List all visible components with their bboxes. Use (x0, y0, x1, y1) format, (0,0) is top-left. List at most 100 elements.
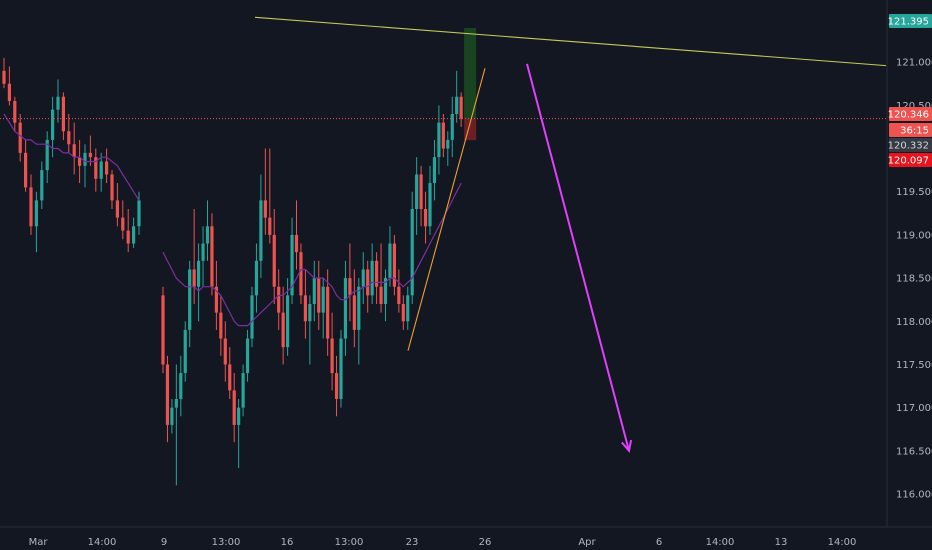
candle-body[interactable] (450, 114, 454, 140)
candle-body[interactable] (277, 286, 281, 313)
candle-body[interactable] (40, 170, 44, 201)
projection-arrow-shaft[interactable] (526, 63, 630, 452)
candle-body[interactable] (137, 200, 141, 227)
candle-body[interactable] (281, 312, 285, 348)
candle-body[interactable] (401, 304, 405, 322)
candle-body[interactable] (161, 295, 165, 365)
candle-body[interactable] (397, 286, 401, 304)
candle-body[interactable] (2, 70, 6, 84)
candle-body[interactable] (294, 234, 299, 253)
candle-body[interactable] (375, 260, 379, 287)
candle-body[interactable] (61, 96, 65, 132)
candle-body[interactable] (188, 269, 192, 330)
candle-body[interactable] (170, 407, 174, 425)
candle-body[interactable] (105, 161, 109, 175)
candle-body[interactable] (437, 122, 441, 158)
candle-body[interactable] (99, 161, 103, 179)
candle-body[interactable] (34, 200, 38, 227)
candle-body[interactable] (343, 278, 348, 339)
candle-body[interactable] (326, 286, 330, 339)
candle-body[interactable] (286, 295, 290, 348)
candle-body[interactable] (56, 96, 60, 110)
candle-body[interactable] (321, 286, 325, 313)
candle-body[interactable] (348, 278, 352, 296)
candle-body[interactable] (214, 286, 218, 313)
candle-body[interactable] (254, 260, 259, 296)
candle-body[interactable] (366, 269, 370, 296)
candle-body[interactable] (83, 152, 87, 166)
candle-body[interactable] (78, 157, 82, 166)
candle-body[interactable] (317, 278, 321, 313)
resistance-trendline[interactable] (254, 16, 887, 67)
candle-body[interactable] (423, 209, 428, 227)
candle-body[interactable] (303, 295, 307, 322)
candle-body[interactable] (183, 329, 187, 374)
candle-body[interactable] (272, 234, 276, 287)
candle-body[interactable] (406, 295, 410, 322)
candle-body[interactable] (72, 144, 76, 158)
candle-body[interactable] (339, 338, 343, 399)
candle-body[interactable] (241, 373, 245, 408)
candle-body[interactable] (250, 295, 254, 339)
candle-body[interactable] (197, 260, 201, 287)
candle-body[interactable] (259, 200, 263, 261)
candle-body[interactable] (263, 200, 267, 218)
candle-body[interactable] (237, 407, 241, 425)
candle-body[interactable] (308, 304, 312, 322)
candle-body[interactable] (29, 187, 33, 227)
candle-body[interactable] (455, 96, 459, 114)
candle-body[interactable] (165, 364, 170, 425)
candle-body[interactable] (268, 217, 272, 235)
position-target-zone[interactable] (464, 28, 477, 119)
candle-body[interactable] (94, 157, 98, 179)
candle-body[interactable] (352, 295, 356, 330)
candle-body[interactable] (18, 122, 22, 153)
candle-body[interactable] (446, 139, 450, 149)
candle-body[interactable] (245, 338, 250, 374)
candle-body[interactable] (334, 373, 339, 399)
candle-body[interactable] (110, 174, 114, 201)
candle-body[interactable] (67, 131, 71, 145)
candle-body[interactable] (205, 226, 210, 244)
candle-body[interactable] (179, 373, 183, 399)
candle-body[interactable] (388, 243, 392, 279)
candle-body[interactable] (419, 174, 423, 209)
candle-body[interactable] (383, 278, 388, 304)
drawing-overlays[interactable] (0, 16, 887, 454)
candle-body[interactable] (379, 286, 383, 304)
candle-body[interactable] (415, 174, 419, 209)
candle-body[interactable] (115, 200, 119, 218)
candle-body[interactable] (357, 286, 361, 330)
candle-body[interactable] (192, 269, 196, 287)
candle-body[interactable] (432, 157, 437, 184)
candle-body[interactable] (88, 152, 92, 158)
candle-body[interactable] (410, 209, 414, 296)
candle-body[interactable] (441, 122, 445, 149)
candle-body[interactable] (45, 139, 49, 171)
candle-body[interactable] (24, 152, 28, 188)
time-axis[interactable]: Mar 14:00 9 13:00 16 13:00 23 26 Apr 6 14:00 13 14:0… (29, 537, 857, 548)
candle-body[interactable] (312, 278, 316, 304)
candle-body[interactable] (228, 364, 232, 391)
candle-body[interactable] (299, 252, 303, 296)
candle-body[interactable] (330, 338, 334, 374)
candle-body[interactable] (219, 312, 223, 339)
candle-body[interactable] (392, 243, 396, 287)
candle-body[interactable] (210, 226, 214, 287)
candle-body[interactable] (290, 234, 294, 296)
candle-body[interactable] (361, 269, 365, 287)
candle-body[interactable] (370, 260, 374, 296)
candle-body[interactable] (51, 109, 55, 140)
candle-body[interactable] (126, 230, 130, 244)
candle-body[interactable] (223, 338, 227, 365)
candle-body[interactable] (132, 226, 136, 244)
plot-area[interactable] (2, 57, 463, 486)
candle-body[interactable] (121, 217, 125, 231)
support-trendline[interactable] (407, 68, 486, 351)
candle-body[interactable] (232, 390, 236, 425)
candle-body[interactable] (459, 96, 463, 119)
candle-body[interactable] (7, 83, 11, 102)
candle-body[interactable] (13, 101, 17, 123)
candle-body[interactable] (201, 243, 205, 261)
